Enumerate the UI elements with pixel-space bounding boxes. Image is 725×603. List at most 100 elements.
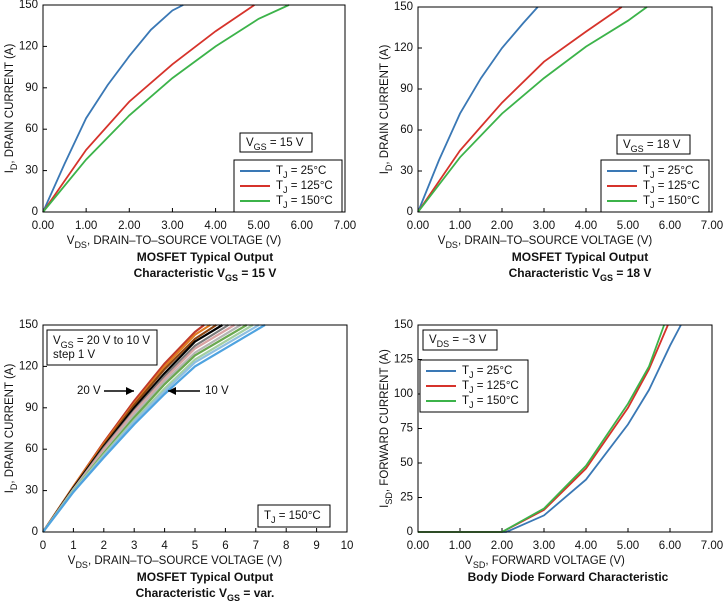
legend-label-part: J	[650, 170, 655, 180]
x-tick-label: 0.00	[32, 220, 54, 232]
annotation-part: V	[53, 335, 61, 347]
plot-frame	[42, 324, 348, 533]
y-axis-label-part: SD	[384, 492, 394, 505]
series-line	[418, 324, 682, 533]
y-tick-label: 100	[394, 388, 413, 400]
y-tick-label: 150	[394, 1, 413, 13]
x-axis-label-part: , DRAIN–TO–SOURCE VOLTAGE (V)	[87, 235, 281, 247]
chart-subtitle-part: = 15 V	[238, 266, 276, 280]
annotation-part: = −3 V	[449, 334, 486, 346]
y-tick-label: 75	[400, 423, 413, 435]
chart-title: MOSFET Typical Output	[512, 250, 648, 264]
x-tick-label: 5.00	[248, 220, 270, 232]
y-tick-label: 50	[400, 457, 413, 469]
plot-frame	[417, 6, 713, 213]
legend-label: TJ = 125°C	[643, 180, 700, 195]
x-axis-label: VDS, DRAIN–TO–SOURCE VOLTAGE (V)	[68, 555, 283, 570]
annotation: VGS = 20 V to 10 V	[53, 335, 150, 350]
y-axis-label-part: , FORWARD CURRENT (A)	[379, 349, 391, 492]
legend-label-part: = 125°C	[655, 180, 700, 192]
y-tick-label: 60	[400, 124, 413, 136]
legend-label: TJ = 150°C	[643, 195, 700, 210]
y-axis-label-part: D	[384, 164, 394, 171]
legend-label-part: J	[469, 370, 474, 380]
y-tick-label: 30	[25, 485, 38, 497]
series-line	[42, 4, 290, 213]
legend-label-part: J	[283, 170, 288, 180]
y-tick-label: 0	[407, 206, 413, 218]
annotation-part: GS	[61, 340, 74, 350]
annotation-box	[422, 329, 498, 351]
x-axis-label-part: , DRAIN–TO–SOURCE VOLTAGE (V)	[458, 235, 652, 247]
x-axis-label: VSD, FORWARD VOLTAGE (V)	[465, 555, 625, 570]
y-tick-label: 60	[25, 443, 38, 455]
x-tick-label: 3.00	[533, 220, 555, 232]
annotation-part: V	[429, 334, 437, 346]
legend-label-part: T	[276, 165, 283, 177]
x-tick-label: 6	[222, 540, 228, 552]
y-axis-label-part: , DRAIN CURRENT (A)	[4, 44, 16, 164]
chart-subtitle: Characteristic VGS = var.	[136, 586, 275, 603]
legend-label: TJ = 25°C	[276, 165, 326, 180]
annotation-box	[239, 132, 313, 153]
y-axis-label-part: I	[4, 170, 16, 173]
annotation-part: V	[246, 137, 254, 149]
x-axis-label: VDS, DRAIN–TO–SOURCE VOLTAGE (V)	[67, 235, 282, 250]
annotation-part: J	[271, 515, 276, 525]
x-tick-label: 10	[341, 540, 354, 552]
x-tick-label: 7.00	[701, 220, 723, 232]
x-tick-label: 2.00	[118, 220, 140, 232]
y-tick-label: 30	[400, 165, 413, 177]
y-axis-label-part: D	[9, 163, 19, 170]
chart-subtitle-part: Characteristic V	[136, 586, 227, 600]
series-line	[418, 324, 669, 533]
annotation-part: = 15 V	[267, 137, 304, 149]
x-tick-label: 2.00	[491, 220, 513, 232]
legend-label-part: T	[643, 165, 650, 177]
annotation-part: V	[623, 139, 631, 151]
series-line	[417, 6, 539, 213]
x-tick-label: 5	[192, 540, 198, 552]
chart-subtitle: Characteristic VGS = 15 V	[134, 266, 277, 283]
annotation: step 1 V	[53, 349, 96, 361]
x-axis-label-part: V	[438, 235, 446, 247]
x-axis-label-part: DS	[75, 560, 88, 570]
chart-title: MOSFET Typical Output	[137, 570, 273, 584]
x-tick-label: 4	[161, 540, 168, 552]
x-axis-label-part: DS	[74, 240, 87, 250]
series-line	[417, 6, 623, 213]
y-tick-label: 0	[32, 526, 38, 538]
annotation-part: = 150°C	[276, 510, 321, 522]
legend-label: TJ = 150°C	[462, 395, 519, 410]
y-tick-label: 60	[25, 123, 38, 135]
y-tick-label: 150	[19, 319, 38, 331]
y-axis-label: ID, DRAIN CURRENT (A)	[4, 364, 19, 494]
legend-label-part: = 25°C	[474, 365, 513, 377]
legend-label-part: T	[462, 365, 469, 377]
x-axis-label-part: , DRAIN–TO–SOURCE VOLTAGE (V)	[88, 555, 282, 567]
y-tick-label: 150	[19, 0, 38, 11]
legend-label: TJ = 25°C	[462, 365, 512, 380]
legend-label-part: J	[283, 200, 288, 210]
chart-subtitle-part: Characteristic V	[509, 266, 600, 280]
x-axis-label: VDS, DRAIN–TO–SOURCE VOLTAGE (V)	[438, 235, 653, 250]
y-tick-label: 0	[32, 206, 38, 218]
annotation-part: DS	[437, 339, 450, 349]
y-tick-label: 0	[407, 526, 413, 538]
arrow-head	[126, 387, 134, 395]
chart-subtitle-part: GS	[225, 273, 238, 283]
annotation: VGS = 15 V	[246, 137, 304, 152]
x-tick-label: 7.00	[701, 540, 723, 552]
y-tick-label: 25	[400, 492, 413, 504]
legend-label-part: T	[643, 195, 650, 207]
x-tick-label: 2.00	[491, 540, 513, 552]
chart-title: MOSFET Typical Output	[137, 250, 273, 264]
legend-label: TJ = 25°C	[643, 165, 693, 180]
legend-label-part: J	[650, 185, 655, 195]
series-line	[42, 324, 266, 533]
annotation-box	[616, 134, 691, 155]
chart-subtitle-part: Characteristic V	[134, 266, 225, 280]
legend-label-part: = 125°C	[288, 180, 333, 192]
